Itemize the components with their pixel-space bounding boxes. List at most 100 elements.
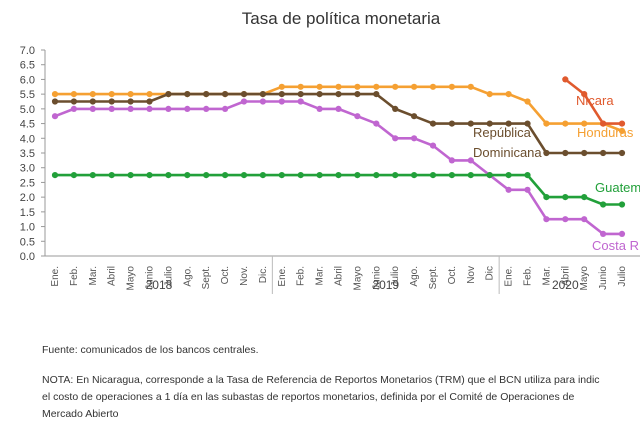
data-point — [467, 172, 474, 179]
data-point — [562, 76, 569, 83]
series-label: Honduras — [577, 125, 634, 140]
data-point — [524, 186, 531, 193]
data-point — [448, 83, 455, 90]
data-point — [581, 216, 588, 223]
data-point — [203, 172, 210, 179]
data-point — [184, 91, 191, 98]
data-point — [600, 120, 607, 127]
data-point — [467, 83, 474, 90]
data-point — [354, 91, 361, 98]
footnote-line-2: el costo de operaciones a 1 día en las s… — [42, 391, 575, 403]
x-tick-label: Mayo — [579, 266, 590, 291]
data-point — [562, 216, 569, 223]
x-tick-label: Mar. — [88, 266, 99, 285]
data-point — [108, 172, 115, 179]
data-point — [373, 120, 380, 127]
data-point — [600, 201, 607, 208]
y-tick-label: 4.5 — [20, 119, 35, 131]
y-axis: 0.0 0.5 1.0 1.5 2.0 2.5 3.0 3.5 4.0 4.5 5.0 5.5 6.0 6… — [20, 45, 46, 263]
data-point — [259, 172, 266, 179]
data-point — [486, 172, 493, 179]
data-point — [448, 157, 455, 164]
data-point — [467, 120, 474, 127]
series-layer — [51, 76, 626, 237]
data-point — [505, 91, 512, 98]
y-tick-label: 1.5 — [20, 207, 35, 219]
data-point — [316, 172, 323, 179]
x-tick-label: Ago. — [182, 266, 193, 287]
policy-rate-chart: Tasa de política monetaria 0.0 0.5 1.0 1.5 2… — [20, 9, 640, 294]
data-point — [222, 172, 229, 179]
data-point — [127, 105, 134, 112]
data-point — [392, 172, 399, 179]
y-tick-label: 3.0 — [20, 163, 35, 175]
data-point — [392, 135, 399, 142]
data-point — [618, 127, 626, 134]
data-point — [89, 105, 96, 112]
data-point — [108, 105, 115, 112]
data-point — [222, 91, 229, 98]
data-point — [618, 120, 626, 127]
x-tick-label: Sept. — [201, 266, 212, 289]
data-point — [278, 172, 285, 179]
data-point — [70, 172, 77, 179]
data-point — [51, 98, 59, 105]
data-point — [297, 98, 304, 105]
x-tick-label: Feb. — [69, 266, 80, 286]
series-nicaragua — [562, 76, 626, 127]
data-point — [581, 120, 588, 127]
y-tick-label: 5.0 — [20, 104, 35, 116]
data-point — [448, 172, 455, 179]
x-tick-label: Nov. — [239, 266, 250, 286]
data-point — [127, 172, 134, 179]
data-point — [562, 194, 569, 201]
data-point — [316, 105, 323, 112]
data-point — [411, 113, 418, 120]
data-point — [51, 172, 59, 179]
data-point — [581, 194, 588, 201]
x-tick-label: Dic. — [258, 266, 269, 283]
data-point — [297, 91, 304, 98]
series-guatemala — [51, 172, 626, 208]
data-point — [278, 83, 285, 90]
y-tick-label: 2.0 — [20, 192, 35, 204]
series-line — [55, 173, 622, 206]
data-point — [600, 230, 607, 237]
data-point — [543, 194, 550, 201]
data-point — [278, 91, 285, 98]
data-point — [448, 120, 455, 127]
data-point — [543, 120, 550, 127]
year-label: 2019 — [372, 278, 399, 292]
data-point — [429, 172, 437, 179]
data-point — [581, 149, 588, 157]
data-point — [146, 91, 153, 98]
data-point — [240, 91, 248, 98]
series-line — [54, 100, 622, 236]
chart-title: Tasa de política monetaria — [242, 9, 441, 28]
x-tick-label: Junio — [598, 266, 609, 290]
data-point — [165, 91, 172, 98]
y-tick-label: 0.0 — [20, 251, 35, 263]
data-point — [240, 98, 248, 105]
data-point — [70, 105, 77, 112]
data-point — [184, 105, 191, 112]
x-tick-label: Dic — [485, 266, 496, 280]
y-tick-label: 4.0 — [20, 133, 35, 145]
y-tick-label: 6.0 — [20, 74, 35, 86]
data-point — [543, 149, 550, 157]
footnote-line-1: NOTA: En Nicaragua, corresponde a la Tas… — [42, 374, 600, 386]
data-point — [486, 120, 493, 127]
x-tick-label: Junio — [371, 266, 382, 290]
data-point — [524, 172, 531, 179]
x-tick-label: Nov — [466, 266, 477, 284]
data-point — [354, 113, 361, 120]
x-tick-label: Oct. — [220, 266, 231, 284]
data-point — [392, 105, 399, 112]
x-tick-label: Mayo — [352, 266, 363, 291]
data-point — [89, 172, 96, 179]
data-point — [411, 83, 418, 90]
data-point — [505, 186, 512, 193]
data-point — [505, 120, 512, 127]
data-point — [429, 120, 437, 127]
data-point — [184, 172, 191, 179]
